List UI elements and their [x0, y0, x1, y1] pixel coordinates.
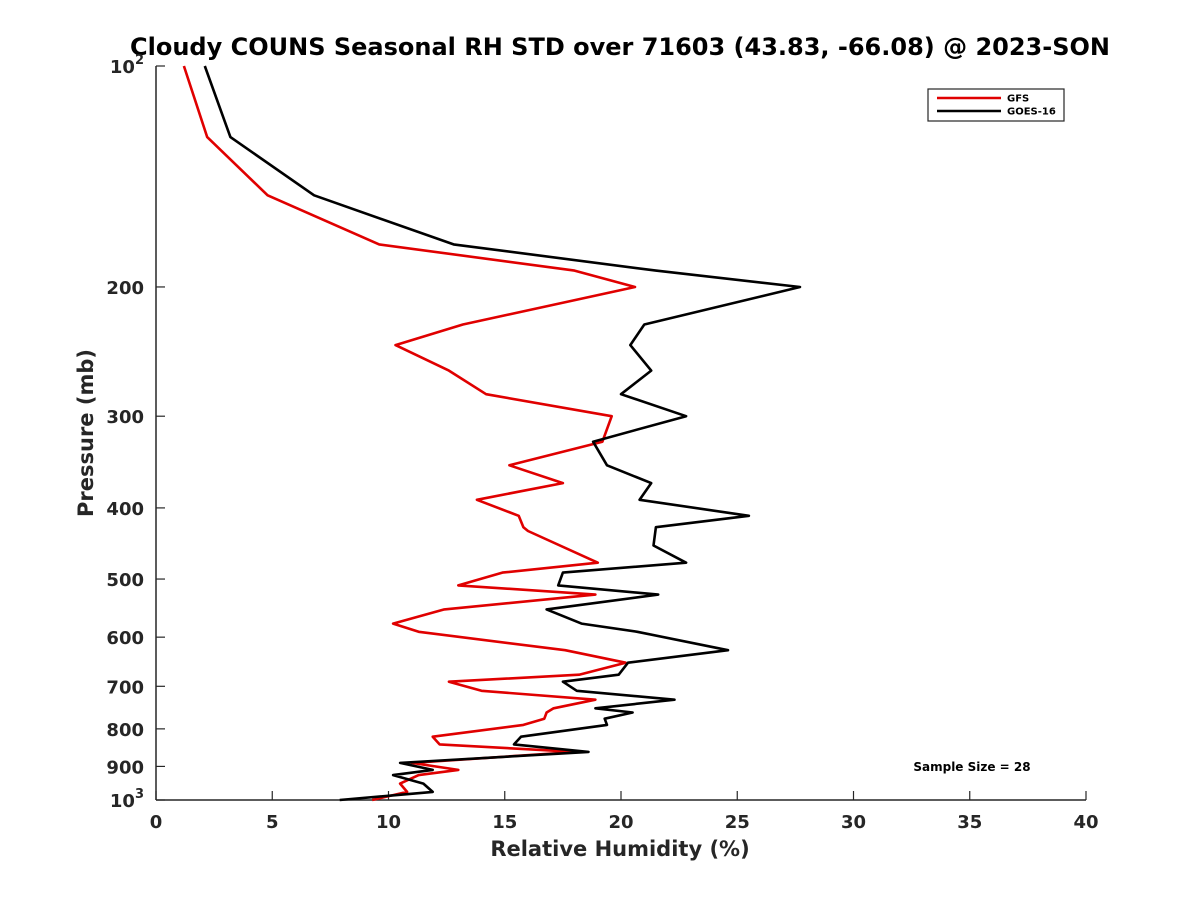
y-tick-label: 600 [106, 628, 144, 649]
y-tick-label: 800 [106, 720, 144, 741]
sample-size-annotation: Sample Size = 28 [913, 760, 1030, 774]
x-tick-label: 40 [1073, 812, 1098, 833]
y-tick-label: 200 [106, 278, 144, 299]
chart-title: Cloudy COUNS Seasonal RH STD over 71603 … [130, 33, 1110, 61]
x-tick-label: 20 [608, 812, 633, 833]
y-tick-label: 103 [110, 787, 144, 812]
y-tick-exponent: 3 [135, 787, 144, 802]
legend-label: GOES-16 [1007, 107, 1056, 118]
x-tick-label: 15 [492, 812, 517, 833]
x-tick-label: 10 [376, 812, 401, 833]
x-tick-label: 35 [957, 812, 982, 833]
legend: GFS GOES-16 [927, 88, 1065, 122]
y-tick-exponent: 2 [135, 53, 144, 68]
legend-entries: GFS GOES-16 [937, 94, 1056, 118]
x-tick-label: 0 [150, 812, 163, 833]
y-tick-label: 300 [106, 407, 144, 428]
y-tick-base: 10 [110, 791, 135, 812]
y-tick-label: 102 [110, 53, 144, 78]
x-axis-label: Relative Humidity (%) [490, 837, 749, 861]
series-line-goes-16 [203, 65, 802, 802]
legend-box [927, 88, 1065, 122]
x-tick-label: 5 [266, 812, 279, 833]
series-line-gfs [182, 65, 637, 802]
y-tick-label: 700 [106, 677, 144, 698]
series-group [182, 65, 802, 802]
x-tick-label: 25 [725, 812, 750, 833]
y-tick-label: 900 [106, 757, 144, 778]
y-tick-label: 400 [106, 499, 144, 520]
y-axis-label: Pressure (mb) [74, 349, 98, 517]
y-tick-base: 10 [110, 57, 135, 78]
x-tick-label: 30 [841, 812, 866, 833]
y-tick-label: 500 [106, 570, 144, 591]
x-ticks: 0 5 10 15 20 25 30 35 40 [150, 791, 1099, 833]
legend-label: GFS [1007, 94, 1029, 105]
